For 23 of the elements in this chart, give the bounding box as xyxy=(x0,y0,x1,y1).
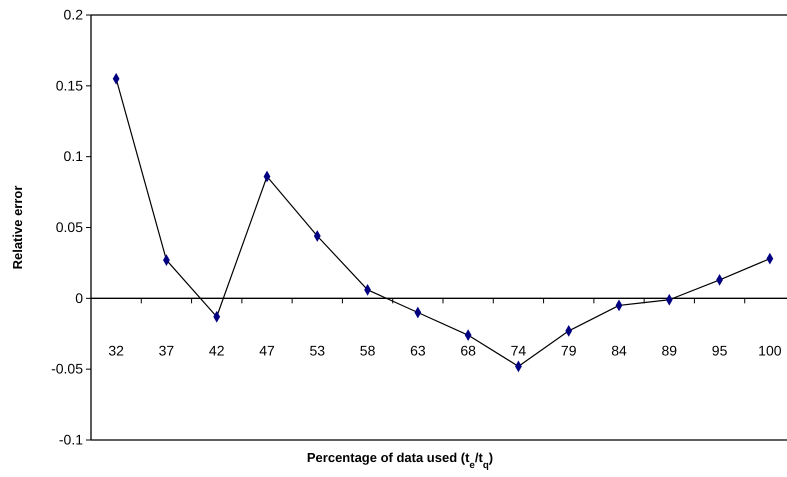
y-tick-label: 0 xyxy=(75,290,84,306)
x-tick-label: 79 xyxy=(560,342,577,358)
y-tick-label: 0.05 xyxy=(56,218,84,235)
y-axis-title: Relative error xyxy=(10,186,25,270)
y-tick-label: -0.05 xyxy=(51,360,84,377)
x-tick-label: 53 xyxy=(309,342,326,358)
x-tick-label: 74 xyxy=(510,342,526,358)
y-tick-label: 0.1 xyxy=(64,148,84,164)
x-tick-label: 89 xyxy=(661,342,678,358)
x-axis-title: Percentage of data used (t$_{e}$/t$_{q}$) xyxy=(306,450,494,470)
x-tick-label: 32 xyxy=(108,342,124,358)
y-tick-label: -0.1 xyxy=(58,431,84,448)
x-tick-label: 68 xyxy=(460,342,476,358)
y-tick-label: 0.2 xyxy=(64,6,84,22)
x-tick-label: 100 xyxy=(758,342,782,358)
x-tick-label: 95 xyxy=(712,342,728,358)
x-tick-label: 37 xyxy=(158,342,174,358)
x-tick-label: 63 xyxy=(410,342,426,358)
x-tick-label: 42 xyxy=(208,342,225,358)
y-tick-label: 0.15 xyxy=(56,77,84,94)
x-tick-label: 84 xyxy=(611,342,627,358)
x-tick-label: 58 xyxy=(360,342,376,358)
x-tick-label: 47 xyxy=(259,342,275,358)
